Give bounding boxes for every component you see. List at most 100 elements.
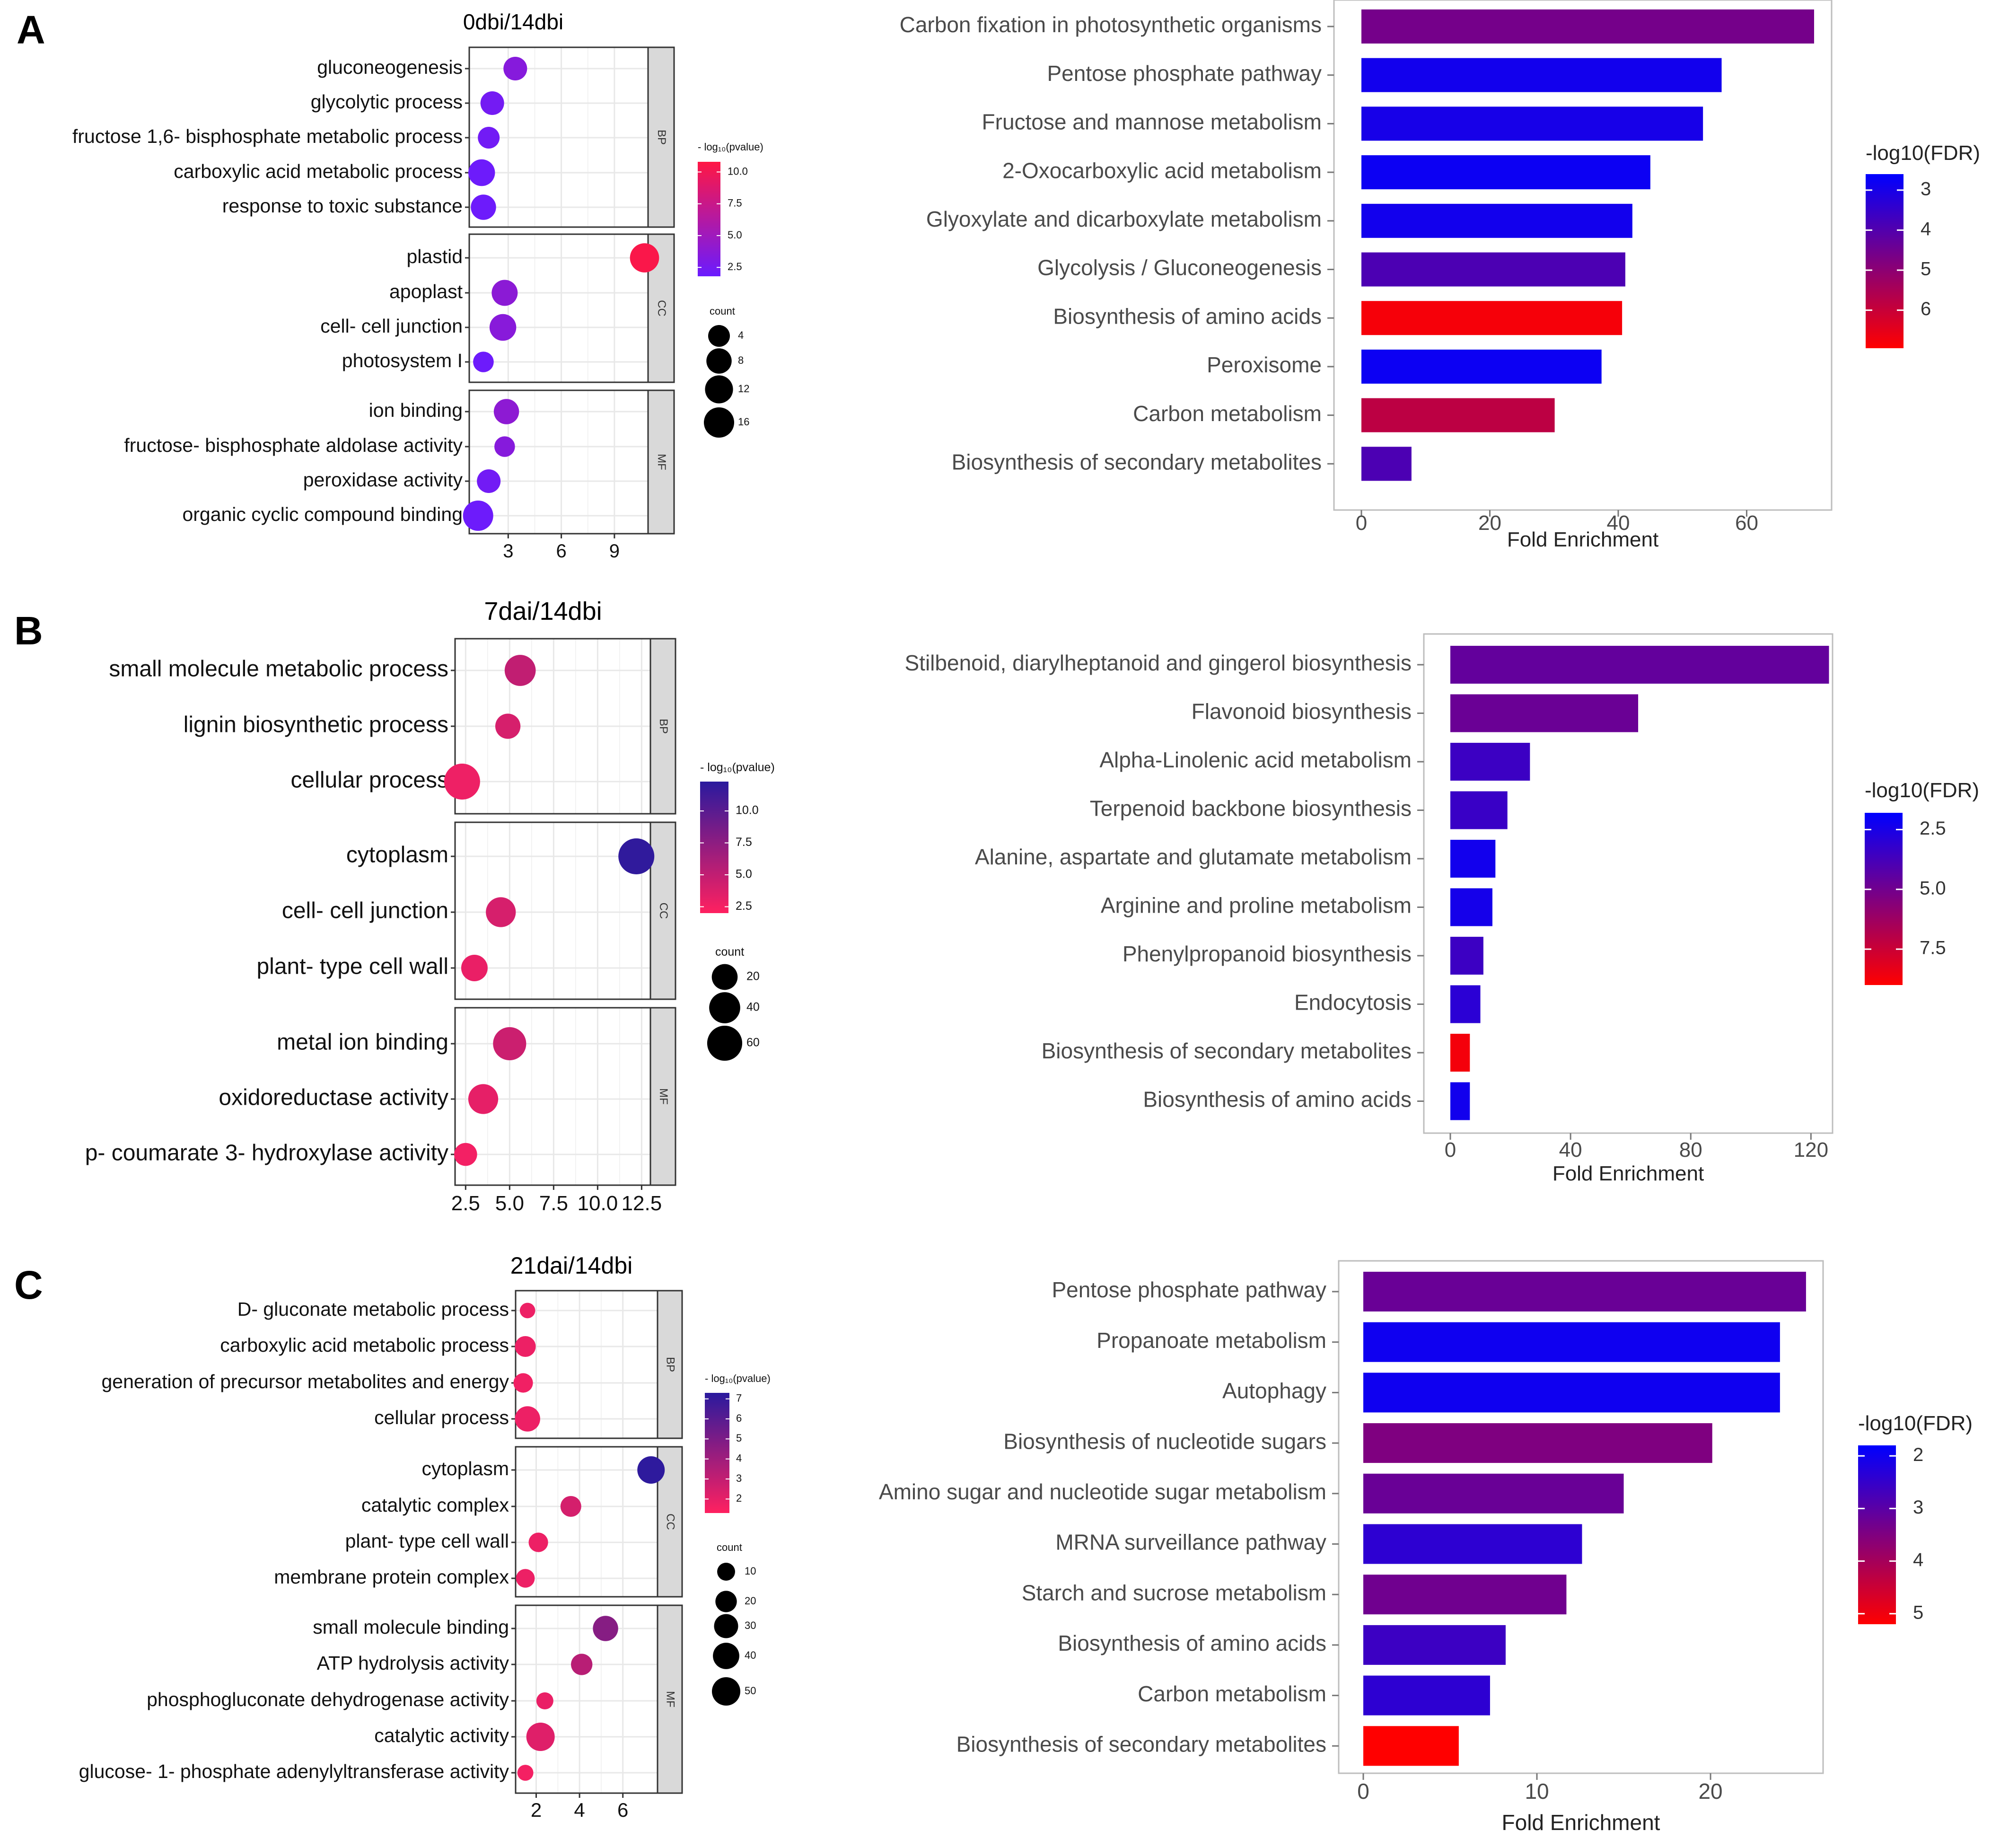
bar-chart-b: Stilbenoid, diarylheptanoid and gingerol… bbox=[905, 633, 1979, 1185]
fdr-colorbar bbox=[1866, 174, 1904, 348]
dot-plot-c: 21dai/14dbi BP D- gluconate metabolic proc… bbox=[79, 1252, 771, 1821]
x-tick-label: 10.0 bbox=[578, 1192, 618, 1215]
pvalue-legend-label: 4 bbox=[736, 1452, 742, 1464]
term-label: small molecule binding bbox=[313, 1616, 509, 1638]
bar bbox=[1361, 58, 1722, 92]
bar bbox=[1450, 1082, 1470, 1120]
data-point bbox=[528, 1532, 548, 1552]
data-point bbox=[493, 1027, 526, 1061]
data-point bbox=[493, 399, 519, 424]
count-legend-label: 8 bbox=[738, 354, 744, 366]
facet-strip-label: BP bbox=[664, 1357, 677, 1372]
data-point bbox=[454, 1143, 477, 1166]
fdr-legend-label: 5.0 bbox=[1920, 878, 1946, 898]
count-legend-label: 4 bbox=[738, 329, 744, 341]
bar bbox=[1361, 349, 1602, 384]
term-label: ion binding bbox=[369, 399, 463, 421]
facet-panel bbox=[469, 234, 648, 382]
pvalue-legend-label: 10.0 bbox=[736, 804, 759, 817]
panel-letter-c: C bbox=[14, 1263, 43, 1307]
x-tick-label: 0 bbox=[1357, 1779, 1369, 1804]
term-label: metal ion binding bbox=[277, 1030, 448, 1055]
facet-cc: CC cytoplasm catalytic complex plant- type … bbox=[274, 1446, 683, 1598]
fdr-legend-title: -log10(FDR) bbox=[1858, 1412, 1973, 1435]
bar bbox=[1363, 1726, 1459, 1766]
bar bbox=[1361, 106, 1703, 141]
data-point bbox=[515, 1336, 536, 1357]
bar-category-label: Carbon fixation in photosynthetic organi… bbox=[900, 12, 1322, 37]
count-legend-label: 10 bbox=[745, 1565, 756, 1577]
facet-strip-label: MF bbox=[655, 454, 668, 470]
facet-bp: BP small molecule metabolic process lignin… bbox=[109, 638, 676, 815]
bar-category-label: MRNA surveillance pathway bbox=[1055, 1530, 1326, 1555]
pvalue-legend-label: 6 bbox=[736, 1412, 742, 1424]
term-label: fructose- bisphosphate aldolase activity bbox=[124, 434, 463, 456]
bar bbox=[1450, 888, 1492, 926]
pvalue-colorbar bbox=[698, 162, 720, 276]
bar-category-label: Autophagy bbox=[1222, 1379, 1326, 1403]
panel-letters: A B C bbox=[14, 8, 45, 1307]
panel-letter-a: A bbox=[17, 8, 45, 52]
term-label: carboxylic acid metabolic process bbox=[174, 160, 463, 182]
bar-category-label: Carbon metabolism bbox=[1133, 401, 1322, 426]
bar-category-label: Alanine, aspartate and glutamate metabol… bbox=[975, 845, 1412, 869]
facet-strip-label: BP bbox=[655, 130, 668, 145]
fdr-legend-label: 2.5 bbox=[1920, 818, 1946, 839]
fdr-color-legend: -log10(FDR) 2 3 4 5 bbox=[1858, 1412, 1973, 1624]
data-point bbox=[519, 1302, 535, 1319]
bar bbox=[1363, 1524, 1582, 1564]
facet-bp: BP D- gluconate metabolic process carboxyl… bbox=[101, 1290, 683, 1439]
count-legend-title: count bbox=[715, 945, 744, 959]
pvalue-legend-label: 2.5 bbox=[728, 261, 742, 273]
facet-bp: BP gluconeogenesis glycolytic process fruct… bbox=[72, 46, 675, 228]
dot-plot-title: 7dai/14dbi bbox=[484, 597, 602, 625]
data-point bbox=[461, 955, 488, 981]
pvalue-legend-label: 3 bbox=[736, 1472, 742, 1484]
bar-category-label: Biosynthesis of amino acids bbox=[1143, 1087, 1412, 1112]
pvalue-legend-label: 2.5 bbox=[736, 899, 752, 913]
term-label: membrane protein complex bbox=[274, 1566, 509, 1588]
data-point bbox=[630, 243, 659, 273]
term-label: organic cyclic compound binding bbox=[182, 503, 463, 525]
facet-strip-label: CC bbox=[655, 300, 668, 317]
dot-plot-title: 21dai/14dbi bbox=[510, 1252, 633, 1279]
facet-strip bbox=[647, 233, 675, 383]
x-tick-label: 60 bbox=[1735, 511, 1758, 535]
data-point bbox=[536, 1692, 553, 1709]
facet-strip-label: CC bbox=[664, 1514, 677, 1530]
data-point bbox=[618, 838, 655, 874]
count-legend-dot bbox=[713, 1643, 739, 1669]
term-label: gluconeogenesis bbox=[317, 56, 463, 78]
bar bbox=[1363, 1675, 1490, 1716]
term-label: D- gluconate metabolic process bbox=[237, 1298, 509, 1320]
x-tick-label: 6 bbox=[556, 541, 566, 562]
bar-category-label: Biosynthesis of nucleotide sugars bbox=[1003, 1429, 1326, 1453]
facet-strip bbox=[647, 46, 675, 228]
data-point bbox=[560, 1496, 581, 1517]
term-label: p- coumarate 3- hydroxylase activity bbox=[85, 1141, 448, 1166]
bar-category-label: Glycolysis / Gluconeogenesis bbox=[1037, 255, 1322, 280]
data-point bbox=[491, 280, 518, 306]
data-point bbox=[468, 159, 495, 186]
term-label: oxidoreductase activity bbox=[219, 1085, 448, 1110]
term-label: phosphogluconate dehydrogenase activity bbox=[147, 1689, 509, 1710]
fdr-colorbar bbox=[1858, 1445, 1896, 1624]
fdr-legend-label: 3 bbox=[1913, 1497, 1923, 1518]
term-label: cellular process bbox=[291, 768, 448, 793]
data-point bbox=[444, 764, 480, 800]
facet-mf: MF ion binding fructose- bisphosphate aldo… bbox=[124, 389, 675, 535]
x-tick-label: 120 bbox=[1794, 1138, 1828, 1162]
pvalue-legend-label: 7.5 bbox=[728, 197, 742, 209]
data-point bbox=[593, 1616, 618, 1641]
bar-category-label: Biosynthesis of amino acids bbox=[1053, 304, 1322, 328]
facet-strip bbox=[647, 389, 675, 535]
term-label: cellular process bbox=[374, 1407, 509, 1428]
data-point bbox=[526, 1723, 555, 1751]
fdr-legend-label: 5 bbox=[1913, 1602, 1923, 1623]
pvalue-colorbar bbox=[705, 1393, 729, 1513]
x-tick-label: 4 bbox=[574, 1799, 585, 1821]
data-point bbox=[480, 91, 504, 115]
pvalue-legend-label: 5.0 bbox=[728, 229, 742, 241]
